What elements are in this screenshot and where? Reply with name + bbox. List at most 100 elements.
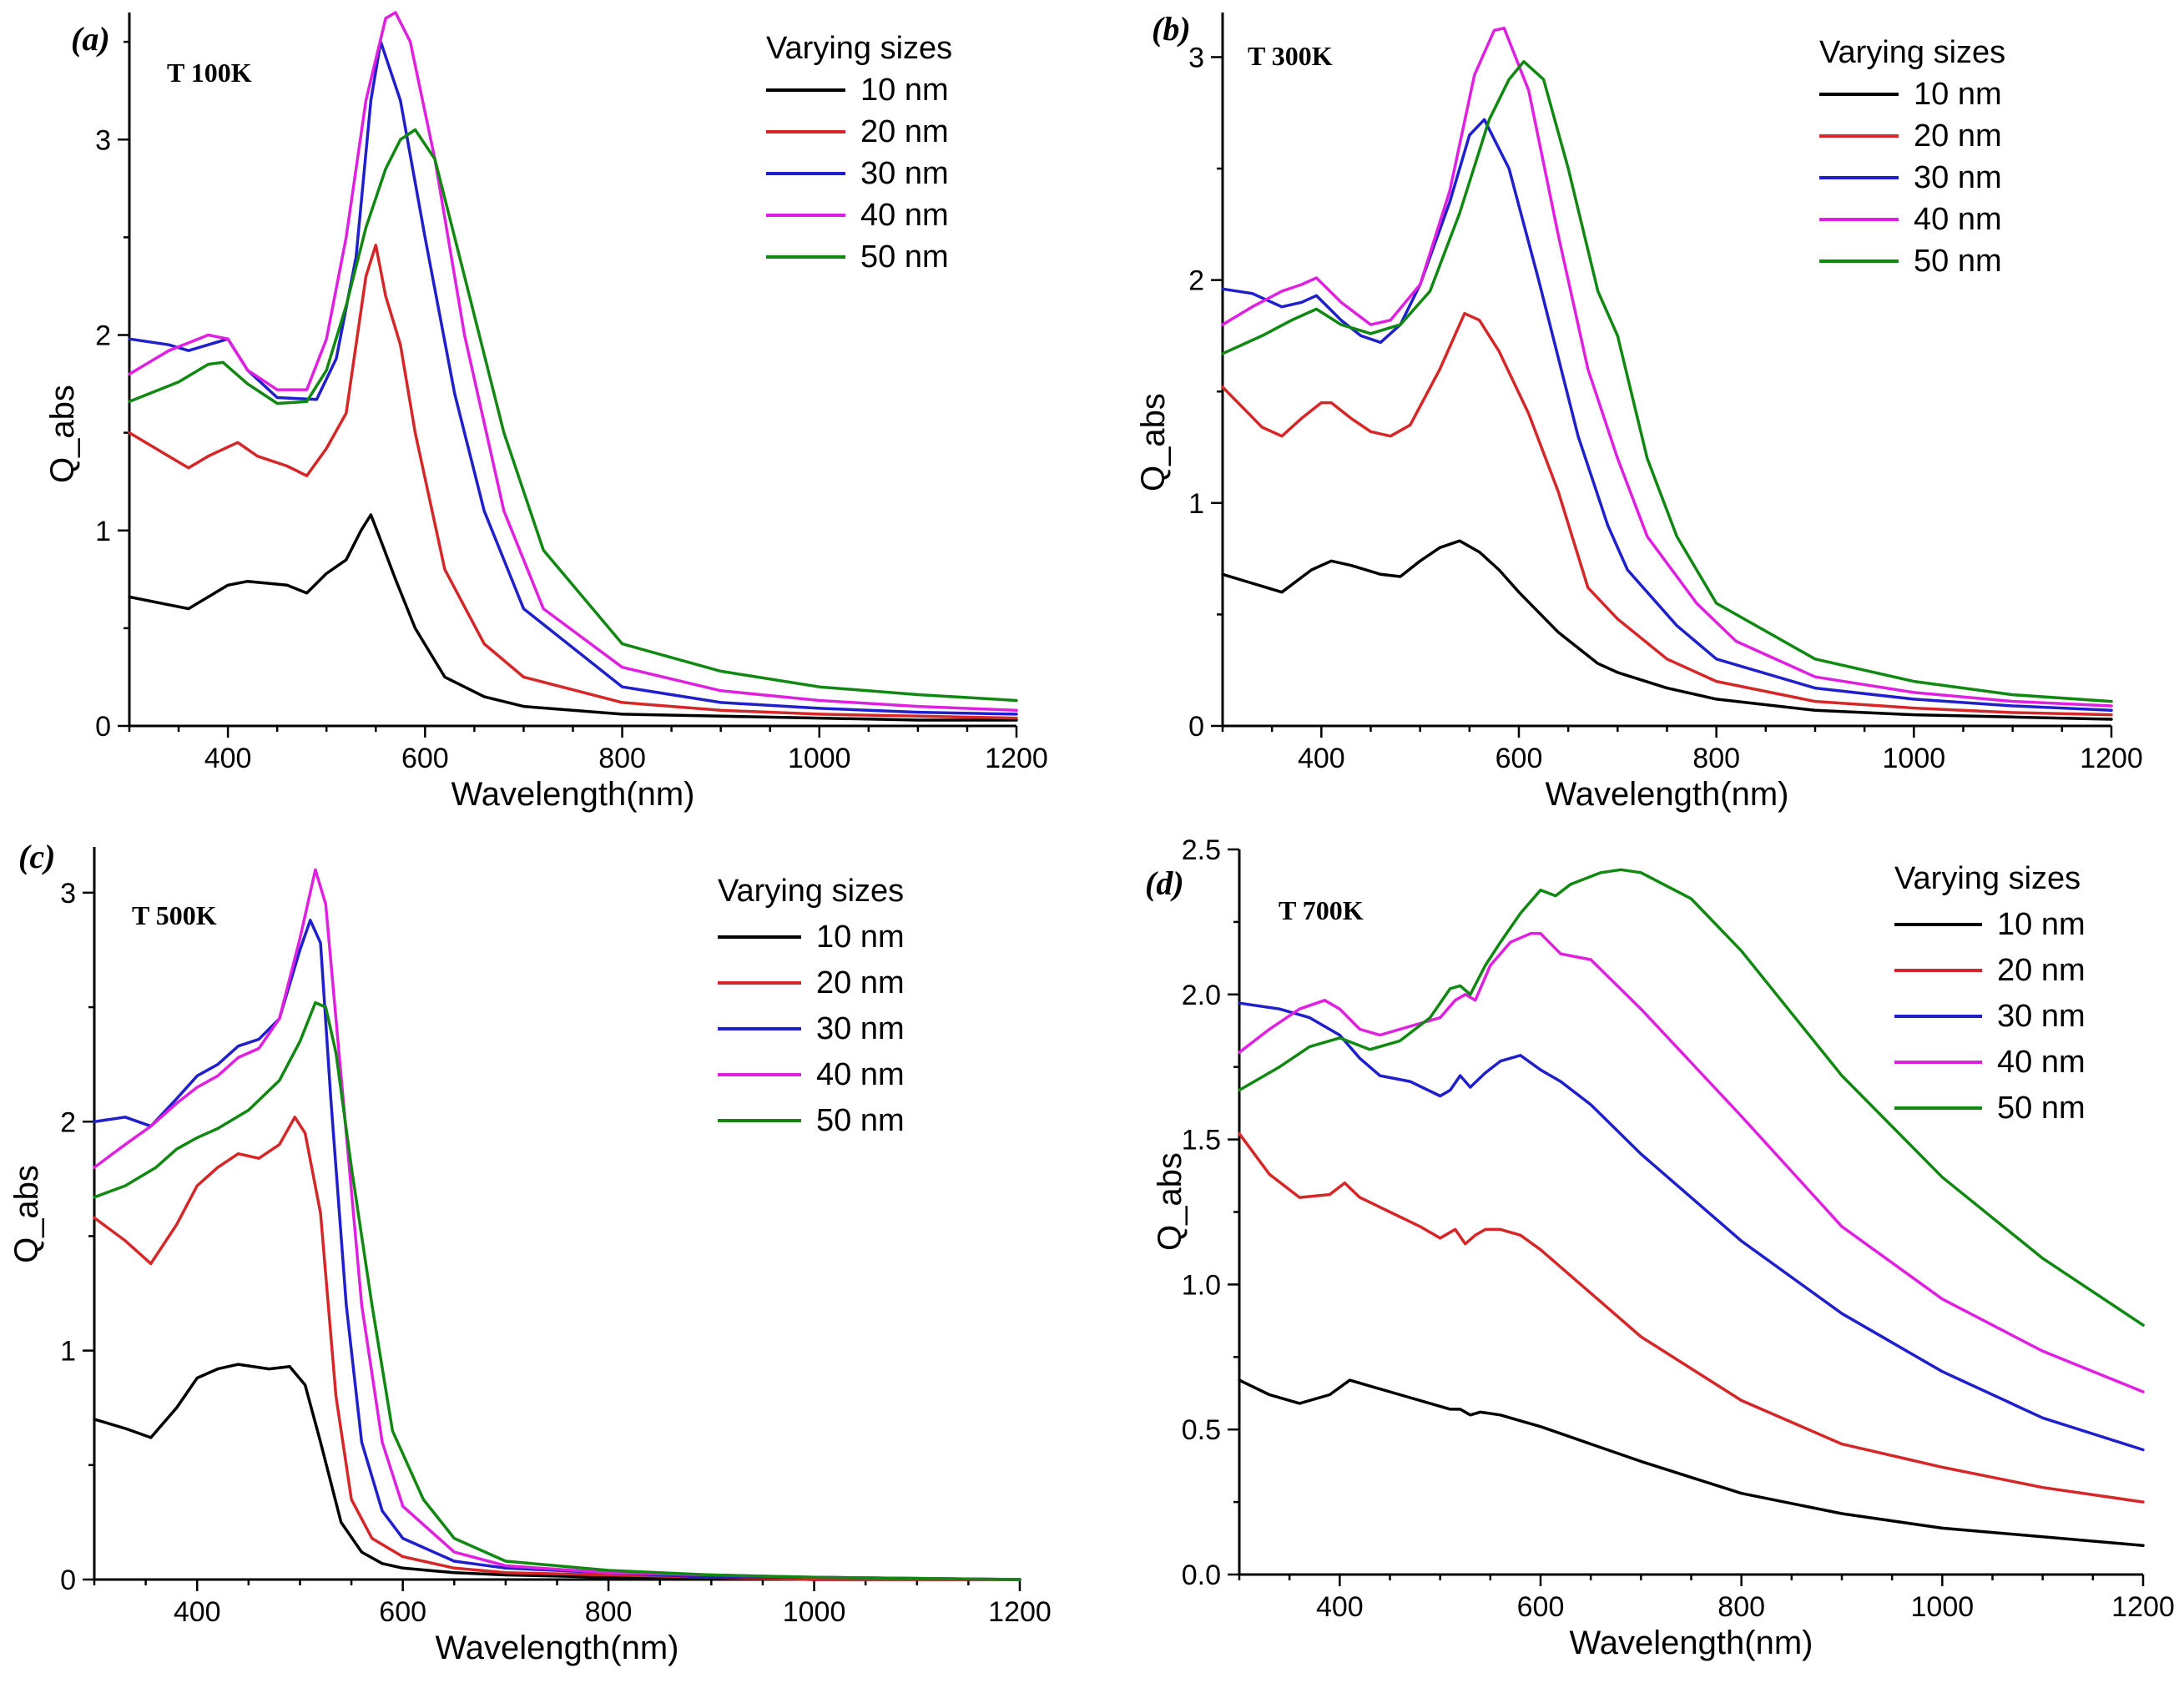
legend-label: 20 nm [816,965,905,1000]
y-tick-label: 0 [60,1565,76,1596]
series-line-30-nm [128,40,1018,716]
x-tick-label: 400 [1298,743,1345,774]
series-line-30-nm [93,919,1021,1581]
series-line-40-nm [1238,932,2145,1393]
legend-label: 30 nm [1997,999,2086,1034]
y-tick-label: 2 [95,320,111,352]
x-axis-title: Wavelength(nm) [436,1630,679,1666]
chart-panel-1: 400 600 800 1000 1200 0 1 2 3 Wavelength(nm) Q_abs… [44,11,1048,813]
chart-panel-2: 400 600 800 1000 1200 0 1 2 3 Wavelength(nm) Q_abs… [1135,10,2143,813]
y-tick-label: 2 [1188,265,1204,297]
legend-label: 10 nm [816,920,905,955]
series-line-50-nm [93,1000,1021,1581]
legend-title: Varying sizes [718,874,904,909]
legend-label: 20 nm [1997,953,2086,988]
x-tick-label: 400 [1316,1591,1364,1623]
y-tick-label: 2 [60,1106,76,1138]
x-tick-label: 1200 [2111,1591,2175,1623]
chart-title: T 300K [1248,41,1333,71]
legend-label: 40 nm [860,198,949,233]
y-tick-label: 3 [1188,42,1204,73]
y-tick-label: 0.5 [1182,1414,1221,1446]
y-tick-label: 2.0 [1182,980,1221,1011]
panel-label: (d) [1145,864,1184,902]
x-tick-label: 1200 [988,1596,1052,1628]
y-axis-title: Q_abs [1152,1152,1188,1251]
series-line-50-nm [1221,60,2113,703]
legend-label: 30 nm [816,1011,905,1046]
legend-label: 20 nm [1914,118,2002,154]
y-axis-title: Q_abs [44,385,81,483]
y-tick-label: 1.0 [1182,1269,1221,1301]
legend-label: 50 nm [860,239,949,275]
series-line-30-nm [1221,118,2113,713]
series-line-20-nm [93,1116,1021,1581]
x-axis-title: Wavelength(nm) [1570,1625,1813,1661]
series-line-10-nm [128,513,1018,722]
y-tick-label: 1.5 [1182,1125,1221,1156]
y-tick-label: 3 [60,878,76,910]
x-tick-label: 1000 [1911,1591,1975,1623]
series-line-40-nm [93,868,1021,1581]
legend-label: 10 nm [860,73,949,108]
y-tick-label: 0 [1188,711,1204,743]
legend-label: 30 nm [1914,160,2002,195]
chart-title: T 100K [167,58,252,88]
x-tick-label: 1000 [1883,743,1946,774]
y-tick-label: 1 [60,1336,76,1368]
x-tick-label: 600 [379,1596,426,1628]
series-line-50-nm [128,128,1018,703]
series-line-20-nm [1238,1131,2145,1504]
x-tick-label: 600 [1496,743,1543,774]
x-tick-label: 600 [401,743,449,774]
legend-label: 40 nm [816,1057,905,1092]
x-tick-label: 400 [204,743,252,774]
panel-label: (a) [71,20,110,58]
legend-label: 20 nm [860,114,949,149]
series-line-50-nm [1238,868,2145,1327]
panel-label: (c) [18,838,55,875]
legend-title: Varying sizes [1819,35,2005,70]
series-line-10-nm [1238,1378,2145,1547]
x-tick-label: 800 [1692,743,1740,774]
y-tick-label: 0.0 [1182,1560,1221,1591]
x-tick-label: 1200 [2080,743,2143,774]
series-line-30-nm [1238,1001,2145,1452]
y-tick-label: 0 [95,711,111,743]
legend-title: Varying sizes [1894,861,2081,896]
legend-label: 50 nm [1997,1091,2086,1126]
x-tick-label: 1200 [985,743,1048,774]
series-line-20-nm [1221,311,2113,717]
legend-label: 30 nm [860,156,949,191]
legend-label: 40 nm [1997,1045,2086,1080]
x-tick-label: 1000 [788,743,851,774]
chart-panel-3: 400 600 800 1000 1200 0 1 2 3 Wavelength(nm) Q_abs… [8,838,1052,1666]
y-tick-label: 2.5 [1182,834,1221,866]
chart-title: T 500K [132,900,217,930]
x-axis-title: Wavelength(nm) [1546,776,1789,813]
chart-title: T 700K [1279,895,1364,925]
legend-label: 10 nm [1997,907,2086,942]
chart-panel-4: 400 600 800 1000 1200 0.0 0.5 1.0 1.5 2.0 2.5 Wavel… [1145,834,2175,1661]
x-tick-label: 800 [585,1596,633,1628]
y-tick-label: 1 [1188,488,1204,520]
legend-label: 40 nm [1914,202,2002,237]
legend-label: 50 nm [1914,244,2002,279]
series-line-10-nm [1221,539,2113,721]
series-line-10-nm [93,1363,1021,1581]
x-tick-label: 1000 [783,1596,846,1628]
x-tick-label: 800 [598,743,646,774]
panel-label: (b) [1152,10,1191,48]
y-tick-label: 3 [95,124,111,156]
series-line-40-nm [128,11,1018,713]
x-tick-label: 400 [174,1596,221,1628]
x-tick-label: 600 [1517,1591,1565,1623]
legend-label: 50 nm [816,1103,905,1138]
y-axis-title: Q_abs [1135,393,1172,491]
x-tick-label: 800 [1717,1591,1765,1623]
legend-title: Varying sizes [766,31,952,66]
series-line-20-nm [128,244,1018,720]
y-axis-title: Q_abs [8,1165,45,1263]
series-line-40-nm [1221,26,2113,708]
